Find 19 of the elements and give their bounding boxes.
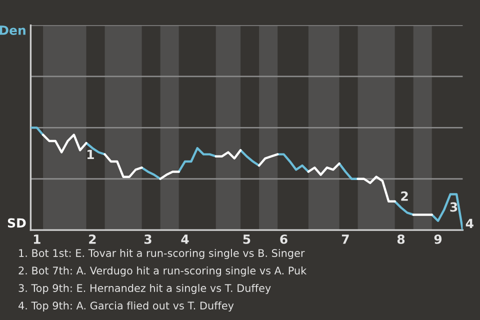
text: SD — [8, 218, 26, 228]
x-tick-label: 4 — [181, 234, 189, 244]
x-tick-label: 6 — [280, 234, 288, 244]
annotation: 3 — [450, 202, 458, 212]
x-tick-label: 2 — [89, 234, 96, 244]
text: 3. Top 9th: E. Hernandez hit a single vs T. Duffey — [18, 284, 271, 294]
text: 1. Bot 1st: E. Tovar hit a run-scoring single vs B. Singer — [19, 248, 305, 260]
text: 4 — [466, 218, 474, 228]
x-tick-label: 3 — [144, 234, 152, 244]
annotation: 2 — [401, 191, 408, 201]
x-tick-label: 1 — [34, 234, 40, 244]
x-tick-label: 7 — [342, 234, 349, 244]
annotation: 1 — [87, 150, 94, 159]
x-tick-label: 8 — [397, 234, 405, 244]
text: 4. Top 9th: A. Garcia flied out vs T. Duffey — [18, 301, 234, 312]
text: 2. Bot 7th: A. Verdugo hit a run-scoring single vs A. Puk — [18, 266, 307, 277]
x-tick-label: 5 — [243, 234, 250, 244]
x-tick-label: 9 — [434, 234, 442, 244]
text: Den — [0, 26, 26, 35]
